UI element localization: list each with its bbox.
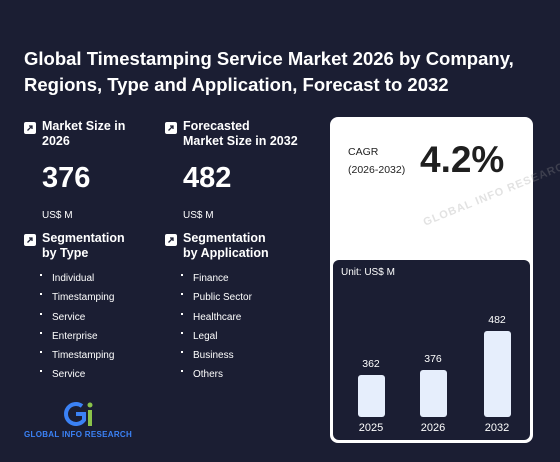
bar-value-label: 376	[424, 353, 442, 366]
bar-value-label: 362	[362, 358, 380, 371]
list-item: Legal	[175, 327, 252, 346]
x-tick-label: 2026	[420, 422, 446, 434]
segmentation-application-list: Finance Public Sector Healthcare Legal B…	[175, 269, 252, 385]
chart-unit-label: Unit: US$ M	[341, 267, 395, 278]
arrow-up-right-icon	[165, 234, 177, 246]
list-item: Public Sector	[175, 288, 252, 307]
logo-mark-icon	[64, 402, 93, 426]
list-item: Timestamping	[34, 288, 114, 307]
segmentation-application-block: Segmentation by Application	[165, 231, 269, 261]
cagr-label: CAGR (2026-2032)	[348, 146, 406, 176]
logo-text: GLOBAL INFO RESEARCH	[24, 430, 133, 439]
bar-2026	[419, 370, 447, 417]
list-item: Individual	[34, 269, 114, 288]
list-item: Service	[34, 365, 114, 384]
segmentation-application-title: Segmentation by Application	[183, 231, 269, 260]
arrow-up-right-icon	[24, 234, 36, 246]
segmentation-type-block: Segmentation by Type	[24, 231, 125, 261]
x-tick-label: 2032	[484, 422, 510, 434]
list-item: Others	[175, 365, 252, 384]
bar-chart: Unit: US$ M 362 2025 376 2026 482 2032	[333, 260, 530, 440]
bar-2032	[483, 331, 511, 417]
market-size-block: Market Size in 2026 376 US$ M	[24, 119, 125, 221]
cagr-panel: CAGR (2026-2032) 4.2% GLOBAL INFO RESEAR…	[330, 117, 560, 443]
list-item: Service	[34, 308, 114, 327]
list-item: Healthcare	[175, 308, 252, 327]
market-size-unit: US$ M	[42, 210, 73, 221]
forecast-size-unit: US$ M	[183, 210, 214, 221]
list-item: Enterprise	[34, 327, 114, 346]
forecast-size-value: 482	[183, 162, 232, 194]
list-item: Business	[175, 346, 252, 365]
market-size-label: Market Size in 2026	[42, 119, 126, 148]
arrow-up-right-icon	[165, 122, 177, 134]
bar-2025	[357, 375, 385, 417]
bar-value-label: 482	[488, 314, 506, 326]
segmentation-type-title: Segmentation by Type	[42, 231, 125, 260]
market-size-value: 376	[42, 162, 91, 194]
segmentation-type-list: Individual Timestamping Service Enterpri…	[34, 269, 114, 385]
arrow-up-right-icon	[24, 122, 36, 134]
page-title: Global Timestamping Service Market 2026 …	[24, 48, 514, 95]
cagr-value: 4.2%	[420, 139, 505, 180]
list-item: Finance	[175, 269, 252, 288]
list-item: Timestamping	[34, 346, 114, 365]
forecast-size-block: Forecasted Market Size in 2032 482 US$ M	[165, 119, 298, 221]
x-tick-label: 2025	[358, 422, 384, 434]
forecast-size-label: Forecasted Market Size in 2032	[183, 119, 298, 148]
